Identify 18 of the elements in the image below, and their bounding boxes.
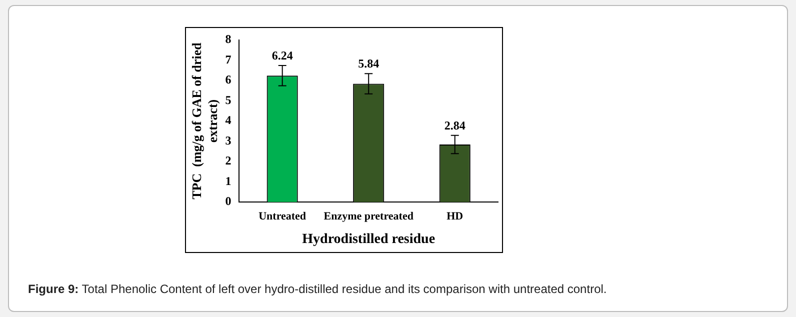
y-tick-label: 8 (225, 32, 232, 46)
x-axis-title: Hydrodistilled residue (302, 232, 436, 248)
y-tick-label: 4 (225, 113, 232, 128)
y-axis-title: TPC (mg/g of GAE of dried extract) (189, 42, 220, 200)
data-label: 6.24 (272, 48, 293, 63)
caption: Figure 9: Total Phenolic Content of left over hydro-distilled residue and its comparison with untreated control. (28, 282, 607, 296)
x-tick-label: HD (446, 210, 464, 222)
x-tick-label: Untreated (258, 210, 306, 222)
y-tick-label: 1 (225, 174, 232, 188)
x-tick-label: Enzyme pretreated (324, 210, 414, 222)
y-tick-label: 6 (225, 72, 232, 87)
data-label: 5.84 (358, 56, 380, 71)
y-tick-label: 3 (225, 133, 232, 148)
y-tick-label: 5 (225, 92, 232, 107)
y-tick-label: 0 (225, 194, 232, 208)
y-tick-label: 2 (225, 154, 232, 168)
data-label: 2.84 (444, 118, 466, 132)
y-tick-label: 7 (225, 52, 232, 66)
